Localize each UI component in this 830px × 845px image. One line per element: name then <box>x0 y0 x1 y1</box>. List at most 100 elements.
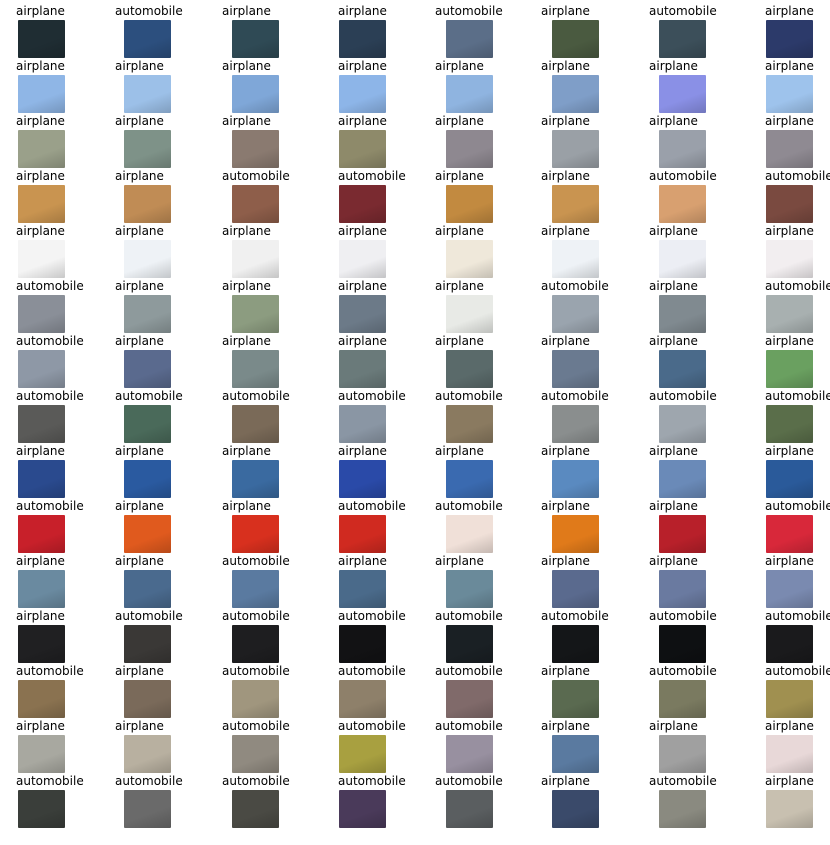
class-label: airplane <box>541 114 590 128</box>
class-label: automobile <box>435 664 503 678</box>
thumbnail-image <box>124 240 171 278</box>
thumbnail-image <box>232 680 279 718</box>
class-label: automobile <box>222 609 290 623</box>
class-label: automobile <box>222 169 290 183</box>
class-label: automobile <box>765 169 830 183</box>
class-label: automobile <box>435 719 503 733</box>
class-label: airplane <box>649 279 698 293</box>
class-label: airplane <box>16 169 65 183</box>
class-label: automobile <box>338 774 406 788</box>
thumbnail-image <box>766 75 813 113</box>
thumbnail-image <box>124 350 171 388</box>
thumbnail-image <box>339 350 386 388</box>
class-label: automobile <box>16 664 84 678</box>
thumbnail-image <box>766 680 813 718</box>
thumbnail-image <box>446 130 493 168</box>
thumbnail-image <box>18 405 65 443</box>
class-label: airplane <box>115 224 164 238</box>
thumbnail-image <box>339 680 386 718</box>
class-label: airplane <box>435 59 484 73</box>
class-label: airplane <box>649 334 698 348</box>
thumbnail-image <box>659 570 706 608</box>
thumbnail-image <box>552 130 599 168</box>
thumbnail-image <box>766 130 813 168</box>
class-label: automobile <box>435 609 503 623</box>
thumbnail-image <box>232 20 279 58</box>
thumbnail-image <box>659 75 706 113</box>
class-label: airplane <box>541 169 590 183</box>
class-label: automobile <box>541 609 609 623</box>
thumbnail-image <box>124 570 171 608</box>
thumbnail-image <box>766 240 813 278</box>
class-label: airplane <box>222 4 271 18</box>
class-label: airplane <box>541 59 590 73</box>
class-label: airplane <box>338 334 387 348</box>
class-label: airplane <box>435 169 484 183</box>
thumbnail-image <box>339 185 386 223</box>
class-label: airplane <box>765 554 814 568</box>
thumbnail-image <box>552 350 599 388</box>
class-label: airplane <box>649 444 698 458</box>
class-label: airplane <box>16 4 65 18</box>
thumbnail-image <box>446 735 493 773</box>
class-label: automobile <box>16 279 84 293</box>
thumbnail-image <box>766 460 813 498</box>
class-label: airplane <box>649 59 698 73</box>
thumbnail-image <box>124 295 171 333</box>
thumbnail-image <box>18 350 65 388</box>
thumbnail-image <box>659 625 706 663</box>
thumbnail-image <box>18 185 65 223</box>
class-label: airplane <box>16 554 65 568</box>
class-label: automobile <box>338 664 406 678</box>
class-label: airplane <box>115 169 164 183</box>
thumbnail-image <box>124 515 171 553</box>
class-label: automobile <box>765 664 830 678</box>
class-label: airplane <box>541 334 590 348</box>
class-label: airplane <box>16 719 65 733</box>
class-label: airplane <box>115 279 164 293</box>
thumbnail-image <box>18 20 65 58</box>
thumbnail-image <box>232 570 279 608</box>
class-label: automobile <box>16 389 84 403</box>
class-label: airplane <box>16 444 65 458</box>
thumbnail-image <box>552 20 599 58</box>
thumbnail-image <box>659 460 706 498</box>
thumbnail-image <box>446 405 493 443</box>
thumbnail-image <box>18 240 65 278</box>
class-label: airplane <box>16 609 65 623</box>
thumbnail-image <box>552 790 599 828</box>
class-label: airplane <box>541 664 590 678</box>
thumbnail-image <box>18 680 65 718</box>
class-label: airplane <box>115 444 164 458</box>
class-label: airplane <box>649 719 698 733</box>
class-label: airplane <box>765 444 814 458</box>
class-label: automobile <box>16 499 84 513</box>
class-label: airplane <box>649 224 698 238</box>
thumbnail-image <box>659 185 706 223</box>
thumbnail-image <box>232 405 279 443</box>
thumbnail-image <box>446 350 493 388</box>
class-label: automobile <box>222 719 290 733</box>
thumbnail-image <box>124 680 171 718</box>
class-label: airplane <box>115 114 164 128</box>
thumbnail-image <box>124 185 171 223</box>
class-label: automobile <box>649 774 717 788</box>
thumbnail-image <box>552 515 599 553</box>
thumbnail-image <box>232 295 279 333</box>
class-label: airplane <box>338 114 387 128</box>
thumbnail-image <box>339 295 386 333</box>
class-label: automobile <box>222 389 290 403</box>
thumbnail-image <box>124 20 171 58</box>
class-label: airplane <box>435 114 484 128</box>
class-label: airplane <box>338 59 387 73</box>
class-label: automobile <box>765 389 830 403</box>
class-label: automobile <box>16 774 84 788</box>
class-label: automobile <box>222 774 290 788</box>
class-label: airplane <box>435 554 484 568</box>
thumbnail-image <box>446 625 493 663</box>
class-label: airplane <box>16 114 65 128</box>
thumbnail-image <box>339 405 386 443</box>
thumbnail-image <box>446 240 493 278</box>
class-label: airplane <box>765 719 814 733</box>
thumbnail-image <box>446 680 493 718</box>
